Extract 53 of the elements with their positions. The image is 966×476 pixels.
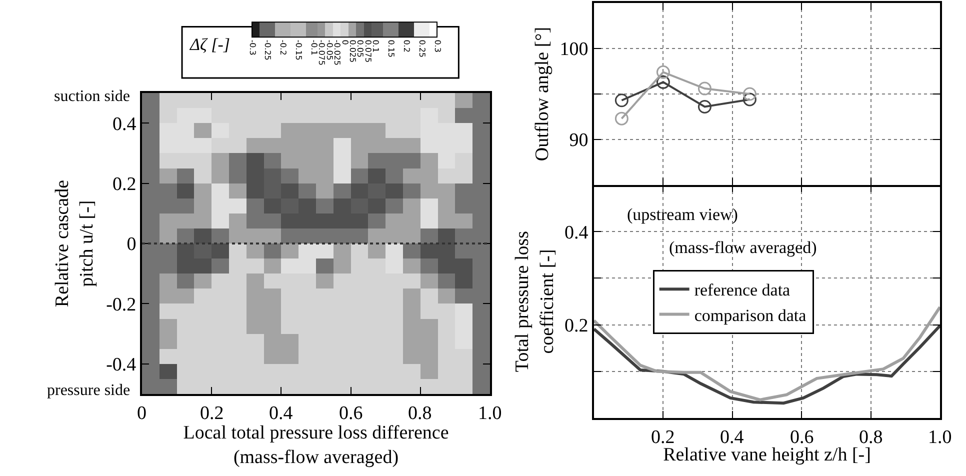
- y-tick-label: -0.4: [106, 354, 137, 376]
- line-series: [594, 324, 940, 405]
- x-tick-label: 0.8: [408, 403, 432, 424]
- color-bar-label: -0.075: [317, 40, 326, 66]
- y-axis-title: Relative cascade pitch u/t [-]: [52, 180, 98, 308]
- color-bar-title: Δζ [-]: [189, 35, 230, 54]
- y-tick-label: -0.2: [106, 294, 136, 316]
- color-bar-label: -0.25: [263, 40, 272, 60]
- point: [614, 94, 628, 108]
- x-tick-label: 0.6: [339, 403, 363, 424]
- annotation: (mass-flow averaged): [669, 238, 817, 257]
- color-bar-label: -0.15: [294, 40, 304, 60]
- y-axis-title: Total pressure loss coefficient [-]: [512, 230, 558, 372]
- line-series: [594, 306, 940, 402]
- point: [742, 92, 756, 106]
- y-tick-label: 0.4: [112, 114, 137, 135]
- color-bar-label: 0.15: [386, 40, 396, 58]
- color-bar-label: 0.3: [432, 40, 442, 52]
- color-bar-label: 0.025: [348, 40, 357, 63]
- y-tick-label: 100: [560, 39, 588, 60]
- point: [698, 82, 712, 96]
- y-tick-label: 0.2: [112, 174, 136, 195]
- text: suction side: [54, 88, 130, 105]
- color-bar-label: -0.2: [278, 40, 288, 56]
- color-bar-label: 0.075: [363, 40, 372, 63]
- text: pressure side: [47, 382, 130, 399]
- y-tick-label: 0: [126, 234, 136, 256]
- x-axis-title: Local total pressure loss difference (mass-flow averaged): [183, 422, 449, 468]
- color-bar-label: -0.025: [332, 40, 342, 66]
- legend-label: comparison data: [694, 306, 807, 325]
- y-tick-label: 90: [569, 130, 588, 152]
- x-tick-label: 0.2: [200, 403, 224, 424]
- y-axis-title: Outflow angle [°]: [532, 26, 554, 162]
- color-bar-label: -0.05: [324, 40, 334, 60]
- annotation: (upstream view): [627, 205, 738, 224]
- color-bar-label: 0.05: [356, 40, 365, 58]
- color-bar-label: 0.25: [417, 40, 426, 58]
- color-bar-label: 0: [340, 40, 350, 45]
- color-bar-label: -0.1: [309, 40, 318, 56]
- x-tick-label: 1.0: [478, 403, 502, 424]
- point: [698, 100, 712, 114]
- point: [656, 75, 670, 89]
- x-tick-label: 0.4: [269, 403, 294, 424]
- point: [656, 65, 670, 79]
- point: [742, 87, 756, 101]
- color-bar-label: -0.3: [248, 40, 257, 56]
- color-bar-label: 0.1: [371, 40, 380, 52]
- legend-label: reference data: [694, 280, 791, 300]
- y-tick-label: 0.2: [564, 315, 588, 336]
- point: [614, 112, 628, 126]
- x-tick-label: 1.0: [928, 427, 952, 448]
- y-tick-label: 0.4: [564, 222, 589, 244]
- color-bar-label: 0.2: [402, 40, 411, 52]
